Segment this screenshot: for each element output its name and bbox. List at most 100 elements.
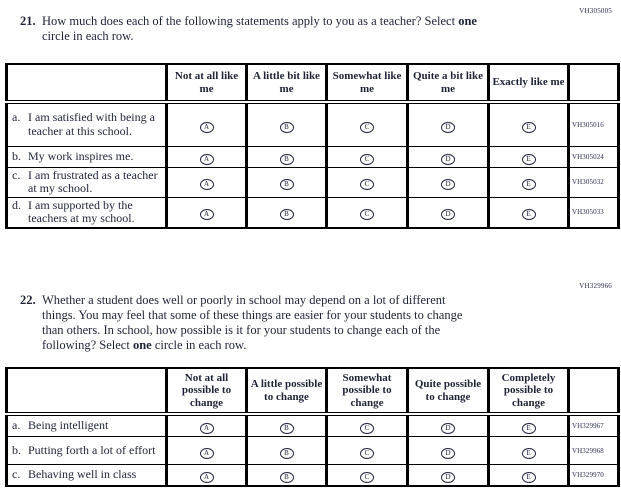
q21-a-option-C[interactable]: C [360, 121, 374, 133]
row-statement: I am supported by the teachers at my sch… [28, 197, 135, 226]
q22-c-option-A[interactable]: A [199, 472, 214, 483]
q22-row-c-code: VH329970 [567, 464, 620, 487]
q21-form-code: VH305005 [579, 7, 612, 15]
q21-c-option-E[interactable]: E [521, 179, 536, 190]
q22-col-completely: Completely possible to change [487, 367, 570, 416]
q21-col-quite-a-bit: Quite a bit like me [406, 63, 490, 104]
q22-text-line3: than others. In school, how possible is … [42, 323, 441, 337]
row-statement: I am satisfied with being a teacher at t… [28, 110, 155, 138]
q22-text-line4-end: circle in each row. [151, 338, 247, 352]
q22-c-option-B[interactable]: B [279, 472, 294, 483]
q22-text-line2: things. You may feel that some of these … [42, 308, 463, 322]
q22-row-a-label: a. Being intelligent [5, 413, 168, 437]
q21-a-option-E[interactable]: E [521, 121, 536, 133]
q22-c-option-C[interactable]: C [360, 472, 374, 483]
row-letter: d. [12, 197, 21, 212]
q21-header-code-col [567, 63, 620, 104]
q22-a-option-D[interactable]: D [441, 423, 455, 434]
q22-a-option-E[interactable]: E [521, 423, 536, 434]
q21-d-option-C[interactable]: C [360, 209, 374, 221]
q22-col-not-at-all: Not at all possible to change [165, 367, 248, 416]
q22-a-option-C[interactable]: C [360, 423, 374, 434]
q22-row-a: a. Being intelligent A B C D E VH329967 [5, 413, 620, 437]
q21-col-not-at-all: Not at all like me [165, 63, 248, 104]
q22-c-option-D[interactable]: D [441, 472, 455, 483]
q22-header-code-col [567, 367, 620, 416]
row-letter: c. [12, 167, 21, 182]
row-letter: a. [12, 418, 21, 433]
q21-row-c-code: VH305032 [567, 166, 620, 198]
q22-b-option-D[interactable]: D [441, 447, 455, 459]
q21-number: 21. [20, 14, 36, 28]
q21-d-option-B[interactable]: B [279, 209, 294, 221]
row-statement: Behaving well in class [28, 467, 137, 482]
row-letter: b. [12, 148, 21, 163]
q21-header-row: Not at all like me A little bit like me … [5, 63, 620, 104]
q22-row-c-label: c. Behaving well in class [5, 464, 168, 487]
q22-text-line1: Whether a student does well or poorly in… [42, 293, 446, 307]
q21-row-d: d. I am supported by the teachers at my s… [5, 196, 620, 229]
q21-row-b-label: b. My work inspires me. [5, 145, 168, 168]
q22-b-option-E[interactable]: E [521, 447, 536, 459]
q22-row-b: b. Putting forth a lot of effort A B C D … [5, 436, 620, 465]
q21-text-line2: circle in each row. [42, 29, 134, 43]
q21-c-option-A[interactable]: A [199, 179, 214, 190]
row-statement: I am frustrated as a teacher at my schoo… [28, 167, 158, 195]
q21-col-somewhat: Somewhat like me [325, 63, 409, 104]
q21-b-option-C[interactable]: C [360, 153, 374, 165]
q21-b-option-D[interactable]: D [441, 153, 455, 165]
row-letter: c. [12, 467, 21, 482]
q21-d-option-A[interactable]: A [199, 209, 214, 221]
q21-c-option-B[interactable]: B [279, 179, 294, 190]
q21-d-option-D[interactable]: D [441, 209, 455, 221]
q22-text-line4: following? Select [42, 338, 133, 352]
q22-col-quite: Quite possible to change [406, 367, 490, 416]
row-statement: My work inspires me. [28, 148, 134, 163]
q21-col-exactly: Exactly like me [487, 63, 570, 104]
q22-col-a-little: A little possible to change [245, 367, 328, 416]
q21-row-a: a. I am satisfied with being a teacher at… [5, 101, 620, 147]
q21-row-b: b. My work inspires me. A B C D E VH30502… [5, 145, 620, 168]
q22-table: Not at all possible to change A little p… [5, 367, 620, 487]
q22-c-option-E[interactable]: E [521, 472, 536, 483]
q21-row-c-label: c. I am frustrated as a teacher at my sch… [5, 166, 168, 198]
row-letter: b. [12, 442, 21, 457]
q21-header-stub [5, 63, 168, 104]
q21-text: How much does each of the following stat… [42, 14, 477, 44]
q21-question: 21. How much does each of the following … [20, 14, 540, 44]
q21-row-a-code: VH305016 [567, 101, 620, 147]
q22-row-b-code: VH329968 [567, 436, 620, 465]
q21-row-b-code: VH305024 [567, 145, 620, 168]
q21-b-option-B[interactable]: B [279, 153, 294, 165]
q21-a-option-B[interactable]: B [279, 121, 294, 133]
q21-text-line1: How much does each of the following stat… [42, 14, 459, 28]
row-statement: Being intelligent [28, 418, 109, 433]
q22-b-option-C[interactable]: C [360, 447, 374, 459]
q21-b-option-A[interactable]: A [199, 153, 214, 165]
q22-row-c: c. Behaving well in class A B C D E VH329… [5, 464, 620, 487]
q21-row-c: c. I am frustrated as a teacher at my sch… [5, 166, 620, 198]
q21-row-a-label: a. I am satisfied with being a teacher at… [5, 101, 168, 147]
q22-header-row: Not at all possible to change A little p… [5, 367, 620, 416]
q22-bold-word: one [132, 338, 152, 352]
q22-row-a-code: VH329967 [567, 413, 620, 437]
q21-bold-word: one [458, 14, 477, 28]
q21-col-a-little-bit: A little bit like me [245, 63, 328, 104]
q22-b-option-A[interactable]: A [199, 447, 214, 459]
q22-b-option-B[interactable]: B [279, 447, 294, 459]
q22-number: 22. [20, 293, 36, 307]
q22-text: Whether a student does well or poorly in… [42, 293, 462, 353]
q21-a-option-A[interactable]: A [199, 121, 214, 133]
q21-c-option-D[interactable]: D [441, 179, 455, 190]
q22-col-somewhat: Somewhat possible to change [325, 367, 409, 416]
q22-question: 22. Whether a student does well or poorl… [20, 293, 560, 353]
q21-row-d-code: VH305033 [567, 196, 620, 229]
q22-header-stub [5, 367, 168, 416]
q21-b-option-E[interactable]: E [521, 153, 536, 165]
q21-c-option-C[interactable]: C [360, 179, 374, 190]
q21-a-option-D[interactable]: D [441, 121, 455, 133]
q22-a-option-A[interactable]: A [199, 423, 214, 434]
q22-row-b-label: b. Putting forth a lot of effort [5, 436, 168, 465]
q21-d-option-E[interactable]: E [521, 209, 536, 221]
q22-a-option-B[interactable]: B [279, 423, 294, 434]
